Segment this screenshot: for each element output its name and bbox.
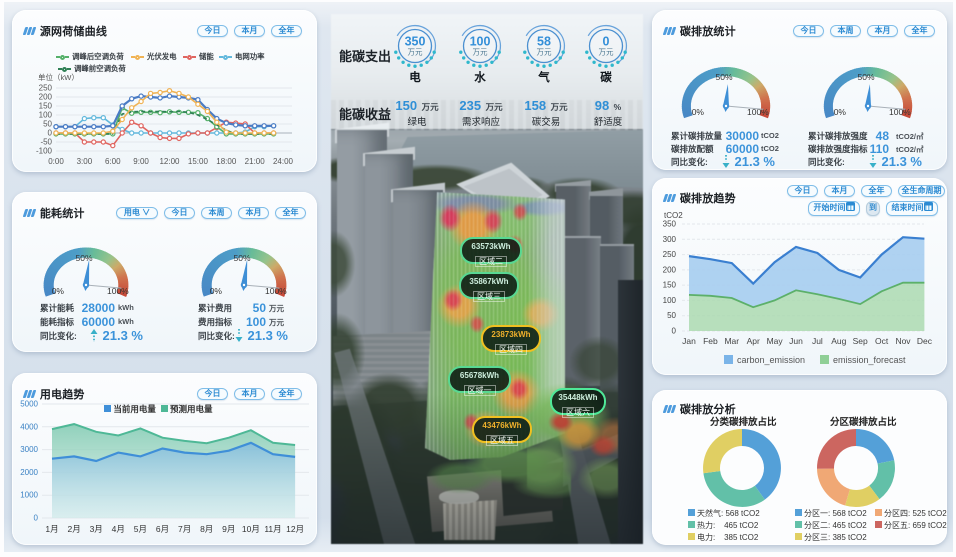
svg-text:21:00: 21:00 [245, 157, 266, 166]
svg-text:May: May [767, 336, 784, 346]
svg-text:50%: 50% [75, 253, 92, 263]
svg-text:50%: 50% [715, 72, 732, 82]
svg-text:0%: 0% [210, 286, 223, 296]
svg-text:Feb: Feb [703, 336, 718, 346]
svg-text:24:00: 24:00 [273, 157, 294, 166]
svg-text:50%: 50% [233, 253, 250, 263]
svg-text:万元: 万元 [537, 48, 552, 57]
svg-text:0%: 0% [692, 107, 705, 117]
svg-text:100: 100 [470, 35, 491, 49]
svg-text:Nov: Nov [895, 336, 911, 346]
svg-text:emission_forecast: emission_forecast [833, 355, 906, 365]
svg-text:0%: 0% [52, 286, 65, 296]
svg-text:4月: 4月 [112, 524, 125, 534]
svg-text:150: 150 [663, 281, 677, 290]
svg-text:5月: 5月 [134, 524, 147, 534]
svg-text:1000: 1000 [20, 491, 38, 500]
svg-text:Oct: Oct [875, 336, 889, 346]
svg-text:9月: 9月 [222, 524, 235, 534]
svg-text:100%: 100% [889, 107, 911, 117]
svg-text:100: 100 [39, 111, 53, 120]
svg-text:100%: 100% [265, 286, 287, 296]
svg-text:1月: 1月 [45, 524, 58, 534]
svg-text:0:00: 0:00 [48, 157, 64, 166]
svg-text:12:00: 12:00 [159, 157, 180, 166]
svg-text:50: 50 [43, 120, 52, 129]
svg-text:0: 0 [34, 514, 39, 523]
svg-text:9:00: 9:00 [133, 157, 149, 166]
svg-text:200: 200 [39, 93, 53, 102]
svg-text:350: 350 [663, 220, 677, 229]
svg-text:50%: 50% [857, 72, 874, 82]
svg-text:6:00: 6:00 [105, 157, 121, 166]
svg-text:Jul: Jul [812, 336, 823, 346]
svg-text:0: 0 [672, 327, 677, 336]
svg-text:3:00: 3:00 [77, 157, 93, 166]
svg-text:carbon_emission: carbon_emission [737, 355, 805, 365]
svg-text:4000: 4000 [20, 422, 38, 431]
svg-text:10月: 10月 [242, 524, 260, 534]
svg-text:50: 50 [667, 311, 676, 320]
svg-text:5000: 5000 [20, 400, 38, 409]
svg-text:200: 200 [663, 265, 677, 274]
svg-text:350: 350 [405, 35, 426, 49]
svg-text:58: 58 [537, 35, 551, 49]
svg-text:Dec: Dec [917, 336, 933, 346]
svg-text:12月: 12月 [286, 524, 304, 534]
svg-text:Mar: Mar [724, 336, 739, 346]
svg-text:万元: 万元 [599, 48, 614, 57]
svg-text:8月: 8月 [200, 524, 213, 534]
svg-text:Jun: Jun [789, 336, 803, 346]
svg-text:Jan: Jan [682, 336, 696, 346]
svg-text:250: 250 [39, 84, 53, 93]
svg-text:2月: 2月 [67, 524, 80, 534]
svg-text:万元: 万元 [408, 48, 423, 57]
svg-text:150: 150 [39, 102, 53, 111]
svg-text:250: 250 [663, 250, 677, 259]
svg-text:Aug: Aug [831, 336, 846, 346]
svg-text:300: 300 [663, 235, 677, 244]
svg-text:-50: -50 [40, 138, 52, 147]
svg-text:6月: 6月 [156, 524, 169, 534]
svg-text:2000: 2000 [20, 468, 38, 477]
svg-text:100%: 100% [747, 107, 769, 117]
svg-text:18:00: 18:00 [216, 157, 237, 166]
svg-text:100: 100 [663, 296, 677, 305]
svg-text:0: 0 [603, 35, 610, 49]
svg-text:11月: 11月 [264, 524, 281, 534]
svg-text:0%: 0% [834, 107, 847, 117]
svg-text:7月: 7月 [178, 524, 191, 534]
svg-text:15:00: 15:00 [188, 157, 209, 166]
svg-text:3月: 3月 [90, 524, 103, 534]
svg-text:3000: 3000 [20, 445, 38, 454]
svg-text:万元: 万元 [473, 48, 488, 57]
svg-text:Apr: Apr [747, 336, 760, 346]
svg-text:-100: -100 [36, 147, 53, 156]
svg-text:Sep: Sep [853, 336, 868, 346]
svg-text:100%: 100% [107, 286, 129, 296]
svg-text:0: 0 [48, 129, 53, 138]
